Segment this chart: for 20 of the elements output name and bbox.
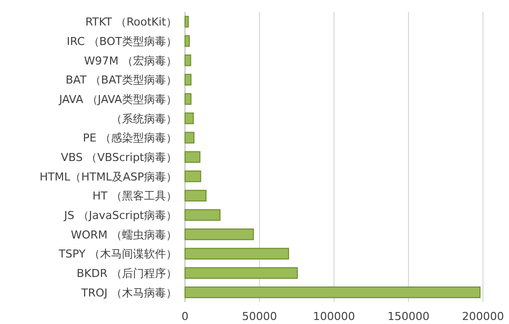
y-tick-label: TROJ （木马病毒）	[80, 286, 177, 300]
y-tick-label: TSPY （木马间谍软件）	[58, 248, 177, 261]
y-tick-label: JAVA （JAVA类型病毒）	[58, 93, 177, 106]
y-tick-label: W97M （宏病毒）	[84, 54, 177, 68]
x-tick-label: 100000	[313, 310, 355, 323]
y-tick-label: HTML（HTML及ASP病毒）	[40, 170, 177, 184]
y-tick-label: RTKT （RootKit）	[85, 16, 177, 29]
x-tick-label: 0	[182, 310, 188, 323]
y-tick-label: BAT （BAT类型病毒）	[66, 74, 177, 87]
y-tick-label: （系统病毒）	[111, 112, 177, 126]
x-tick-label: 50000	[242, 310, 277, 323]
x-tick-label: 200000	[462, 310, 504, 323]
y-tick-label: IRC （BOT类型病毒）	[66, 35, 177, 48]
y-tick-label: HT （黑客工具）	[92, 190, 177, 203]
y-tick-label: WORM （蠕虫病毒）	[70, 228, 177, 242]
x-tick-label: 150000	[388, 310, 430, 323]
y-tick-label: VBS （VBScript病毒）	[60, 151, 177, 164]
y-tick-label: BKDR （后门程序）	[76, 267, 177, 280]
y-tick-label: JS （JavaScript病毒）	[63, 209, 177, 222]
y-tick-label: PE （感染型病毒）	[82, 132, 177, 145]
